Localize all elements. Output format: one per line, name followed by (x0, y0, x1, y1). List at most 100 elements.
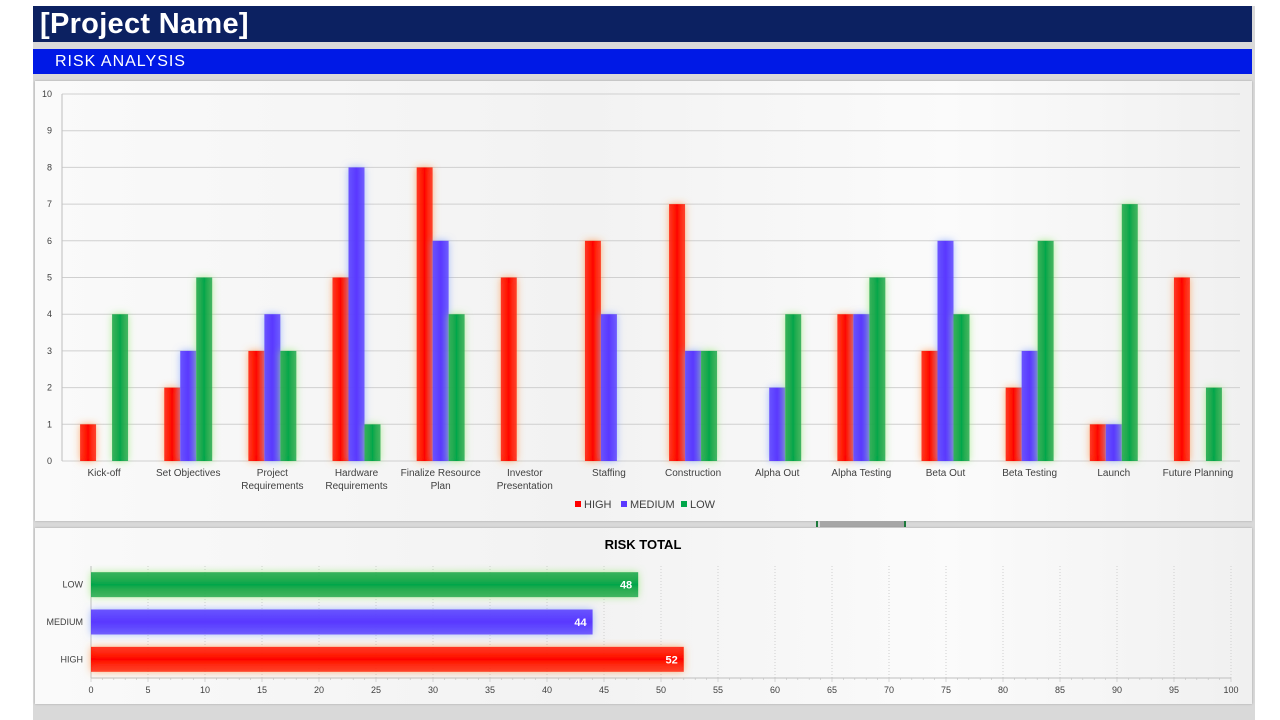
x-tick-label: Alpha Testing (831, 468, 891, 479)
risk-analysis-chart-panel[interactable]: 0 1 2 3 4 5 6 7 8 9 10 Kick-off Set Objectives Projec… (35, 81, 1252, 521)
y-tick-label: 4 (47, 309, 52, 319)
bar-low-10[interactable] (953, 314, 970, 461)
x-tick-label: Set Objectives (156, 468, 220, 479)
y-tick-label: 0 (47, 456, 52, 466)
x-tick-label: 10 (200, 685, 210, 695)
bar-low-12[interactable] (1121, 204, 1138, 461)
x-tick-label: 95 (1169, 685, 1179, 695)
x-tick-label: 100 (1223, 685, 1238, 695)
legend-swatch-low (681, 501, 687, 507)
bar-high-10[interactable] (921, 350, 938, 461)
x-tick-label: 50 (656, 685, 666, 695)
section-title: RISK ANALYSIS (33, 49, 1252, 74)
bar-medium-4[interactable] (432, 240, 449, 461)
bar-high-13[interactable] (1173, 277, 1190, 462)
legend-swatch-high (575, 501, 581, 507)
x-tick-label: 40 (542, 685, 552, 695)
legend-swatch-medium (621, 501, 627, 507)
x-tick-label: Investor Presentation (497, 468, 553, 492)
risk-analysis-chart: 0 1 2 3 4 5 6 7 8 9 10 Kick-off Set Objectives Projec… (42, 89, 1240, 511)
bar-low-7[interactable] (701, 350, 718, 461)
bar-medium-2[interactable] (264, 314, 281, 461)
bar-medium-6[interactable] (600, 314, 617, 461)
bar-high-1[interactable] (164, 387, 181, 461)
x-tick-label: Future Planning (1163, 468, 1234, 479)
splitter-thumb[interactable] (820, 521, 904, 527)
bar-low-4[interactable] (448, 314, 465, 461)
legend-label-low: LOW (690, 499, 716, 511)
bar-medium-7[interactable] (685, 350, 702, 461)
x-tick-label: 60 (770, 685, 780, 695)
bar-high-7[interactable] (669, 204, 686, 461)
x-tick-label: 15 (257, 685, 267, 695)
bar-high-12[interactable] (1089, 424, 1106, 461)
x-tick-label: Finalize Resource Plan (401, 468, 481, 492)
x-tick-label: 0 (88, 685, 93, 695)
scroll-handle-left[interactable] (816, 521, 818, 527)
bar-high-0[interactable] (80, 424, 97, 461)
y-tick-label: 8 (47, 162, 52, 172)
bar-total-high[interactable] (91, 646, 684, 672)
bar-medium-8[interactable] (769, 387, 786, 461)
bar-medium-1[interactable] (180, 350, 197, 461)
scroll-handle-right[interactable] (904, 521, 906, 527)
legend-label-high: HIGH (584, 499, 612, 511)
bar-high-2[interactable] (248, 350, 265, 461)
y-tick-label: 7 (47, 199, 52, 209)
bar-low-1[interactable] (196, 277, 213, 462)
x-tick-label: 55 (713, 685, 723, 695)
y-tick-label: 6 (47, 236, 52, 246)
x-tick-label: 70 (884, 685, 894, 695)
risk-total-chart-panel[interactable]: RISK TOTAL 0 5 10 15 20 25 30 35 40 45 50 55 60 65 70 75… (35, 528, 1252, 704)
bar-high-11[interactable] (1005, 387, 1022, 461)
bar-low-9[interactable] (869, 277, 886, 462)
bar-low-8[interactable] (785, 314, 802, 461)
x-tick-label: Beta Testing (1002, 468, 1057, 479)
data-label-high: 52 (666, 654, 678, 666)
x-tick-label: Launch (1097, 468, 1130, 479)
y-tick-label-low: LOW (62, 580, 83, 590)
x-tick-label: 20 (314, 685, 324, 695)
x-tick-label: 65 (827, 685, 837, 695)
x-tick-label: 90 (1112, 685, 1122, 695)
risk-total-title: RISK TOTAL (605, 537, 682, 552)
bar-high-5[interactable] (500, 277, 517, 462)
x-tick-label: 30 (428, 685, 438, 695)
bar-medium-12[interactable] (1105, 424, 1122, 461)
x-tick-label: 85 (1055, 685, 1065, 695)
x-tick-label: Kick-off (87, 468, 120, 479)
x-tick-label: 75 (941, 685, 951, 695)
bar-high-6[interactable] (584, 240, 601, 461)
bar-low-2[interactable] (280, 350, 297, 461)
y-tick-label: 5 (47, 273, 52, 283)
bar-low-11[interactable] (1037, 240, 1054, 461)
y-tick-label: 9 (47, 126, 52, 136)
x-tick-label: Beta Out (926, 468, 966, 479)
bar-medium-10[interactable] (937, 240, 954, 461)
y-tick-label: 2 (47, 383, 52, 393)
bar-high-9[interactable] (837, 314, 854, 461)
bar-medium-3[interactable] (348, 167, 365, 461)
x-tick-label: 45 (599, 685, 609, 695)
y-tick-label: 3 (47, 346, 52, 356)
data-label-medium: 44 (574, 617, 587, 629)
x-tick-label: 35 (485, 685, 495, 695)
x-tick-label: Project Requirements (241, 468, 303, 492)
bar-total-medium[interactable] (91, 609, 593, 635)
bar-low-13[interactable] (1205, 387, 1222, 461)
bar-low-3[interactable] (364, 424, 381, 461)
bar-medium-9[interactable] (853, 314, 870, 461)
bar-medium-11[interactable] (1021, 350, 1038, 461)
page-title: [Project Name] (33, 6, 1252, 42)
bar-low-0[interactable] (112, 314, 129, 461)
y-tick-label: 10 (42, 89, 52, 99)
bar-high-4[interactable] (416, 167, 433, 461)
x-tick-label: Construction (665, 468, 721, 479)
legend-label-medium: MEDIUM (630, 499, 675, 511)
data-label-low: 48 (620, 580, 632, 592)
y-tick-label-medium: MEDIUM (47, 617, 84, 627)
y-tick-label-high: HIGH (61, 654, 84, 664)
bar-high-3[interactable] (332, 277, 349, 462)
x-tick-label: 5 (145, 685, 150, 695)
bar-total-low[interactable] (91, 572, 639, 598)
